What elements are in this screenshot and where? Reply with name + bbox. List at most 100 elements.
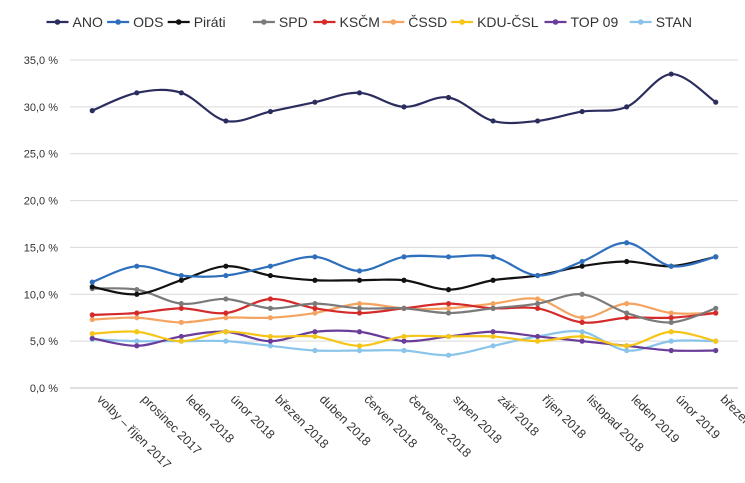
data-point: [535, 118, 541, 124]
data-point: [89, 312, 95, 318]
y-tick-label: 10,0 %: [24, 289, 58, 301]
data-point: [178, 90, 184, 96]
data-point: [445, 254, 452, 260]
data-point: [490, 305, 496, 311]
data-point: [668, 310, 674, 316]
data-point: [89, 335, 95, 341]
data-point: [579, 108, 585, 115]
legend-marker: [115, 19, 121, 25]
data-point: [312, 347, 318, 354]
legend-label: Piráti: [194, 14, 226, 30]
data-point: [535, 296, 541, 302]
data-point: [356, 310, 363, 316]
data-point: [356, 277, 363, 283]
data-point: [178, 272, 184, 279]
data-point: [624, 258, 630, 265]
data-point: [356, 90, 363, 96]
data-point: [535, 301, 541, 307]
data-point: [89, 108, 95, 114]
legend-item: Piráti: [167, 14, 226, 30]
data-point: [356, 305, 363, 311]
y-tick-label: 15,0 %: [24, 242, 58, 254]
legend-item: KSČM: [313, 14, 380, 30]
data-point: [312, 277, 318, 283]
data-point: [490, 254, 496, 260]
data-point: [445, 287, 452, 293]
series-ano: [89, 71, 719, 125]
data-point: [134, 329, 140, 335]
data-point: [178, 277, 184, 283]
data-point: [356, 268, 363, 274]
data-point: [401, 277, 407, 283]
x-tick-label: říjen 2018: [539, 392, 588, 441]
legend-label: KDU-ČSL: [477, 14, 539, 30]
data-point: [223, 272, 229, 279]
data-point: [134, 291, 140, 297]
data-point: [312, 99, 318, 105]
data-point: [668, 338, 674, 344]
data-point: [668, 71, 674, 77]
legend-item: KDU-ČSL: [451, 14, 539, 30]
data-point: [134, 315, 140, 321]
legend-marker: [175, 19, 182, 25]
x-tick-label: září 2018: [495, 392, 542, 439]
data-point: [401, 104, 407, 110]
data-point: [267, 333, 273, 340]
data-point: [445, 333, 452, 340]
legend-label: KSČM: [340, 14, 380, 30]
legend-item: ODS: [107, 14, 163, 30]
data-point: [267, 343, 273, 349]
data-point: [713, 338, 719, 344]
y-tick-label: 20,0 %: [24, 196, 58, 208]
data-point: [267, 263, 273, 269]
data-point: [579, 333, 585, 340]
data-point: [312, 310, 318, 316]
data-point: [401, 254, 407, 260]
data-point: [624, 104, 630, 110]
data-point: [356, 343, 363, 349]
data-point: [445, 310, 452, 316]
data-point: [134, 343, 140, 349]
y-tick-label: 25,0 %: [24, 149, 58, 161]
data-point: [178, 301, 184, 307]
data-point: [89, 331, 95, 337]
data-point: [445, 301, 452, 307]
legend-marker: [637, 19, 644, 25]
series-stan: [89, 329, 719, 358]
data-point: [223, 263, 229, 269]
legend: ANO ODS Piráti SPD KSČM ČSSD KDU-ČSL TOP 09 STAN: [46, 14, 692, 30]
data-point: [134, 263, 140, 269]
legend-label: ČSSD: [408, 14, 447, 30]
data-point: [490, 333, 496, 340]
data-point: [223, 310, 229, 316]
data-point: [579, 329, 585, 335]
data-point: [401, 333, 407, 340]
data-point: [490, 277, 496, 283]
data-point: [624, 301, 630, 307]
data-point: [490, 343, 496, 349]
data-point: [89, 316, 95, 323]
data-point: [668, 263, 674, 269]
data-point: [535, 333, 541, 340]
data-point: [490, 118, 496, 124]
data-point: [579, 263, 585, 269]
series-lines: [89, 71, 719, 358]
data-point: [134, 90, 140, 96]
data-point: [535, 305, 541, 311]
data-point: [490, 329, 496, 335]
data-point: [178, 305, 184, 311]
data-point: [312, 333, 318, 340]
data-point: [356, 301, 363, 307]
legend-marker: [552, 19, 559, 25]
y-tick-label: 5,0 %: [30, 336, 58, 348]
y-axis-ticks: 0,0 % 5,0 % 10,0 % 15,0 % 20,0 % 25,0 % 30,0 %…: [24, 55, 58, 395]
data-point: [223, 296, 229, 302]
data-point: [312, 305, 318, 311]
y-tick-label: 0,0 %: [30, 383, 58, 395]
data-point: [445, 305, 452, 311]
data-point: [401, 338, 407, 344]
data-point: [401, 347, 407, 354]
data-point: [624, 347, 630, 354]
legend-marker: [390, 19, 397, 25]
data-point: [312, 254, 318, 260]
